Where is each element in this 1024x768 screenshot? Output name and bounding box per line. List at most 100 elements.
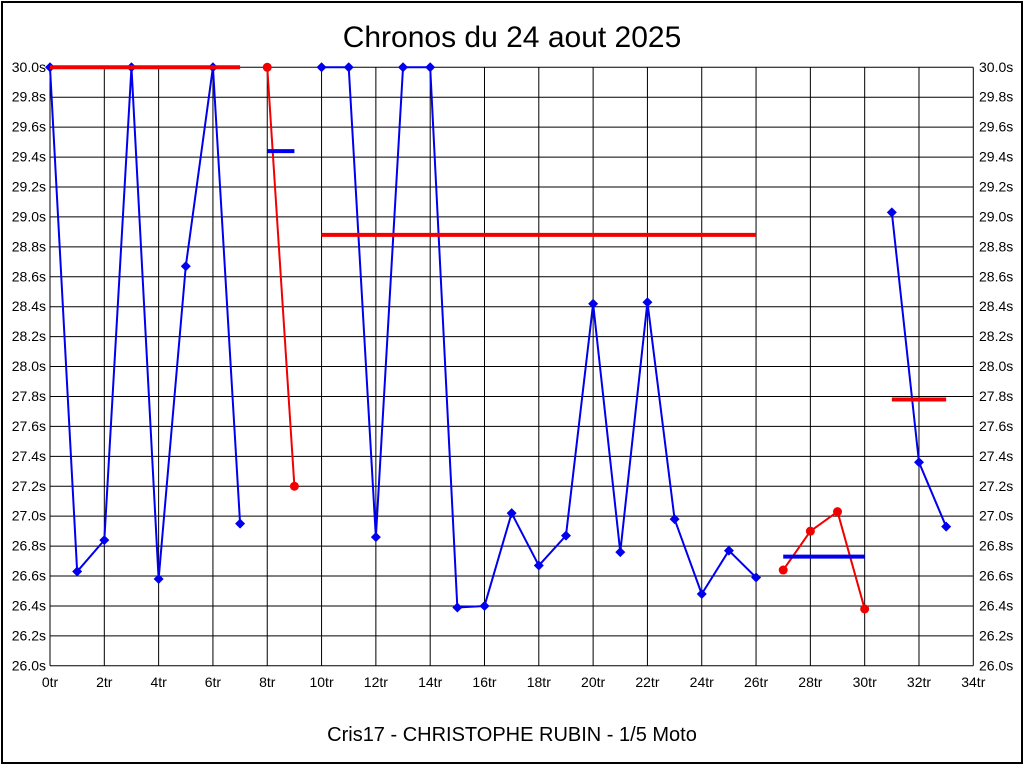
data-point-circle <box>778 565 788 575</box>
series-run-5 <box>886 207 952 532</box>
chart-subtitle: Cris17 - CHRISTOPHE RUBIN - 1/5 Moto <box>327 724 697 746</box>
series-run-3 <box>316 62 762 613</box>
series-run-1 <box>45 62 246 585</box>
data-point-diamond <box>180 261 191 272</box>
y-tick-label: 26.4s <box>979 597 1013 613</box>
y-tick-label: 26.4s <box>12 597 46 613</box>
chart-title: Chronos du 24 aout 2025 <box>343 21 682 54</box>
x-tick-label: 22tr <box>635 674 659 690</box>
y-tick-label: 28.2s <box>12 328 46 344</box>
data-point-diamond <box>235 518 246 529</box>
y-tick-label: 27.8s <box>12 388 46 404</box>
y-tick-label: 27.2s <box>979 478 1013 494</box>
y-tick-label: 29.2s <box>12 179 46 195</box>
data-point-circle <box>805 526 815 536</box>
data-point-circle <box>262 62 272 72</box>
y-tick-label: 29.4s <box>979 149 1013 165</box>
y-tick-label: 29.6s <box>12 119 46 135</box>
y-tick-label: 28.4s <box>12 298 46 314</box>
y-tick-label: 28.0s <box>12 358 46 374</box>
data-point-diamond <box>533 560 544 571</box>
average-lines <box>50 65 947 559</box>
y-tick-label: 27.6s <box>979 418 1013 434</box>
y-tick-label: 28.8s <box>12 238 46 254</box>
data-point-diamond <box>941 521 952 532</box>
y-tick-label: 28.8s <box>979 238 1013 254</box>
y-tick-label: 29.2s <box>979 179 1013 195</box>
series-run-2 <box>262 62 299 491</box>
y-tick-label: 28.0s <box>979 358 1013 374</box>
data-point-circle <box>289 481 299 491</box>
y-tick-label: 27.4s <box>979 448 1013 464</box>
data-point-circle <box>860 604 870 614</box>
x-tick-label: 26tr <box>744 674 768 690</box>
data-point-diamond <box>642 297 653 308</box>
x-tick-label: 34tr <box>961 674 985 690</box>
y-tick-label: 30.0s <box>12 59 46 75</box>
x-tick-label: 10tr <box>309 674 333 690</box>
x-tick-label: 4tr <box>150 674 167 690</box>
plot-area: 30.0s 29.8s 29.6s 29.4s 29.2s 29.0s 28.8s 28.6s… <box>12 59 1014 690</box>
x-tick-label: 0tr <box>42 674 59 690</box>
y-tick-label: 28.6s <box>979 268 1013 284</box>
y-tick-label: 27.0s <box>12 508 46 524</box>
data-point-diamond <box>723 545 734 556</box>
data-point-diamond <box>886 207 897 218</box>
data-point-diamond <box>153 574 164 585</box>
data-point-diamond <box>343 62 354 73</box>
x-tick-label: 30tr <box>853 674 877 690</box>
data-point-diamond <box>370 532 381 543</box>
y-tick-label: 27.6s <box>12 418 46 434</box>
y-tick-label: 29.6s <box>979 119 1013 135</box>
x-tick-label: 2tr <box>96 674 113 690</box>
data-point-diamond <box>913 457 924 468</box>
series-run-4 <box>778 507 870 614</box>
x-tick-label: 28tr <box>798 674 822 690</box>
y-axis-labels-right: 30.0s 29.8s 29.6s 29.4s 29.2s 29.0s 28.8s 28.6s… <box>979 59 1013 673</box>
gridlines <box>49 66 974 667</box>
y-axis-labels-left: 30.0s 29.8s 29.6s 29.4s 29.2s 29.0s 28.8s 28.6s… <box>12 59 46 673</box>
data-point-diamond <box>615 547 626 558</box>
series-line <box>49 66 242 581</box>
data-point-diamond <box>425 62 436 73</box>
y-tick-label: 27.8s <box>979 388 1013 404</box>
y-tick-label: 26.2s <box>12 627 46 643</box>
data-point-circle <box>833 507 843 517</box>
y-tick-label: 26.6s <box>12 568 46 584</box>
x-tick-label: 6tr <box>205 674 222 690</box>
y-tick-label: 27.2s <box>12 478 46 494</box>
x-tick-label: 32tr <box>907 674 931 690</box>
data-point-diamond <box>452 602 463 613</box>
y-tick-label: 26.8s <box>979 538 1013 554</box>
y-tick-label: 26.2s <box>979 627 1013 643</box>
data-point-diamond <box>72 566 83 577</box>
y-tick-label: 28.6s <box>12 268 46 284</box>
data-point-diamond <box>588 298 599 309</box>
data-point-diamond <box>696 588 707 599</box>
y-tick-label: 29.0s <box>12 208 46 224</box>
y-tick-label: 29.8s <box>979 89 1013 105</box>
y-tick-label: 27.4s <box>12 448 46 464</box>
y-tick-label: 26.8s <box>12 538 46 554</box>
data-point-diamond <box>669 514 680 525</box>
y-tick-label: 29.0s <box>979 208 1013 224</box>
x-tick-label: 14tr <box>418 674 442 690</box>
y-tick-label: 26.0s <box>12 657 46 673</box>
x-tick-label: 18tr <box>527 674 551 690</box>
x-tick-label: 24tr <box>690 674 714 690</box>
y-tick-label: 30.0s <box>979 59 1013 75</box>
data-point-diamond <box>506 508 517 519</box>
series-line <box>782 510 866 610</box>
data-point-diamond <box>479 600 490 611</box>
y-tick-label: 26.0s <box>979 657 1013 673</box>
y-tick-label: 26.6s <box>979 568 1013 584</box>
x-tick-label: 16tr <box>472 674 496 690</box>
x-tick-label: 20tr <box>581 674 605 690</box>
y-tick-label: 27.0s <box>979 508 1013 524</box>
y-tick-label: 28.2s <box>979 328 1013 344</box>
x-tick-label: 12tr <box>364 674 388 690</box>
data-point-diamond <box>751 572 762 583</box>
y-tick-label: 29.8s <box>12 89 46 105</box>
